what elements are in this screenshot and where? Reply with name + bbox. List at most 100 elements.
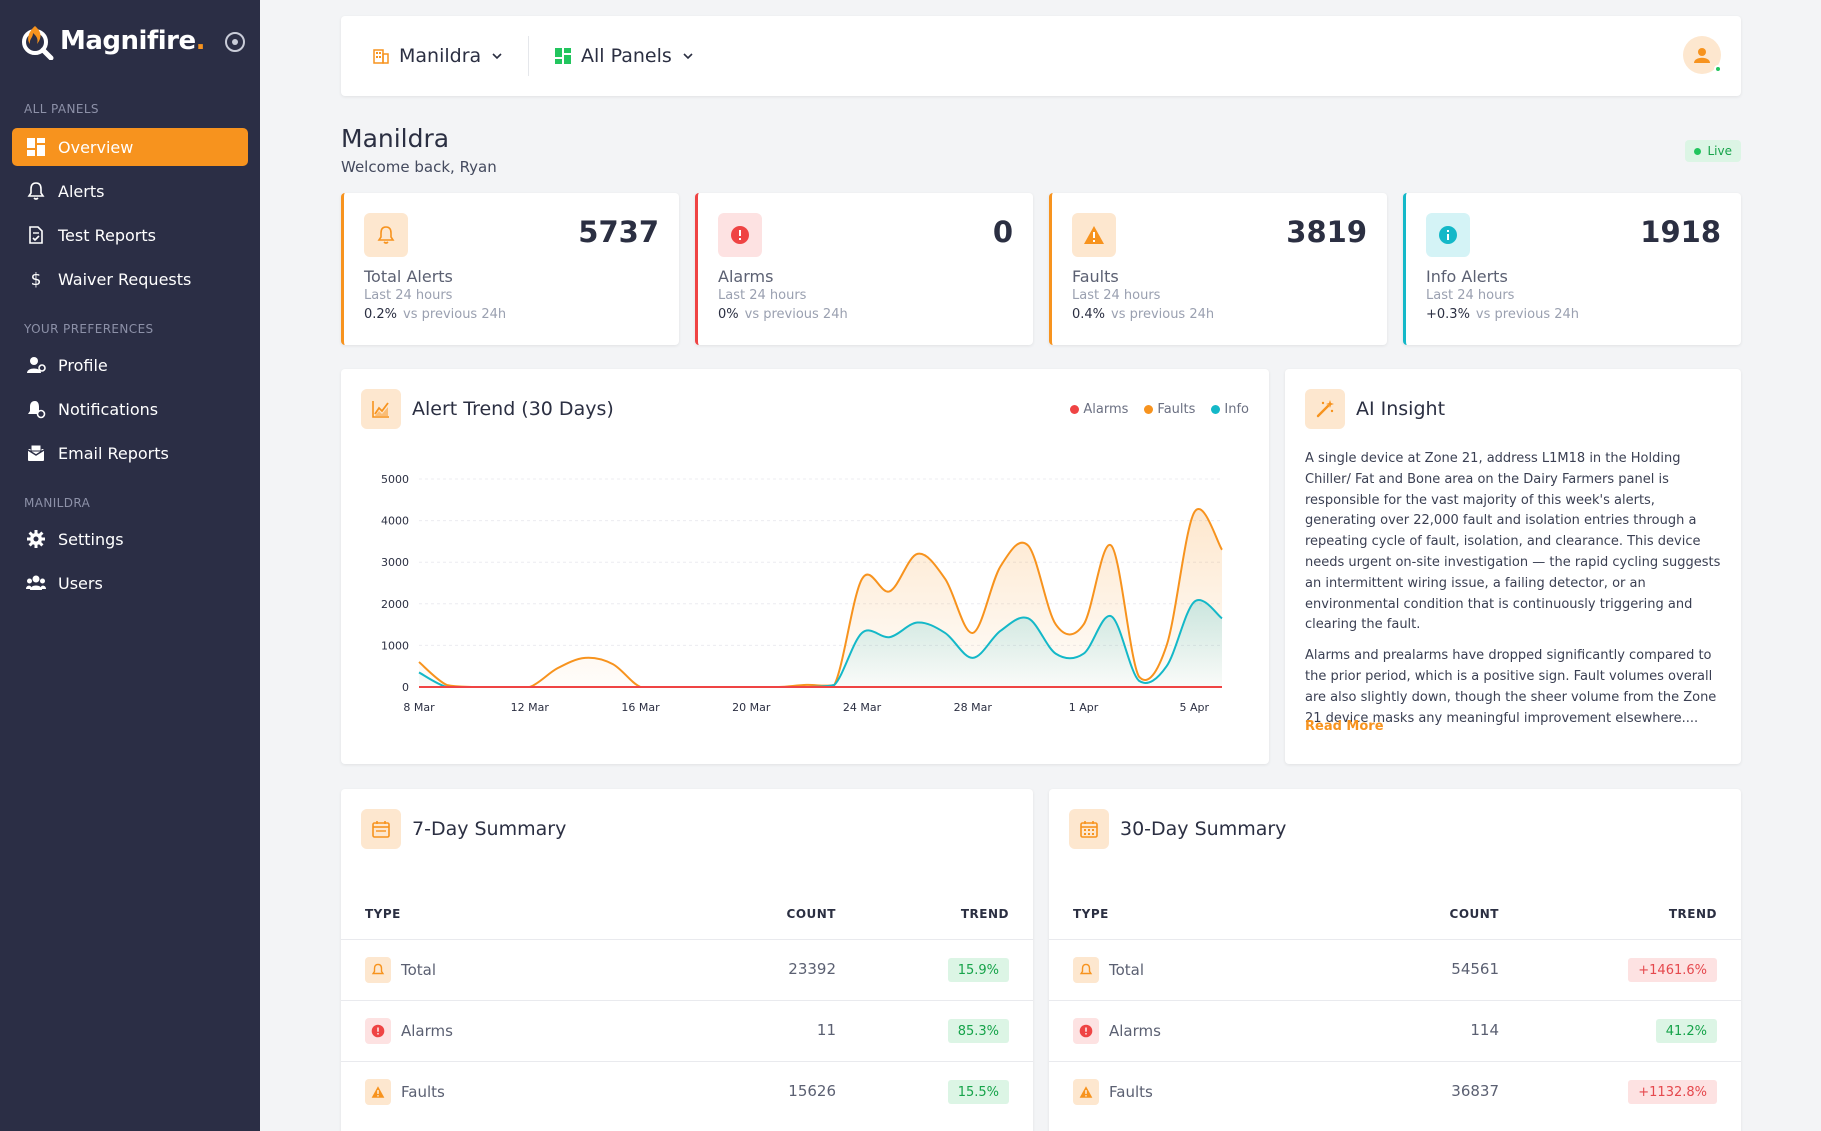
row-count: 114 xyxy=(1470,1021,1499,1039)
nav-section-preferences: YOUR PREFERENCES xyxy=(24,322,154,336)
stat-change: 0.2% vs previous 24h xyxy=(364,307,507,322)
stat-label: Info Alerts xyxy=(1426,267,1508,286)
grid-icon xyxy=(26,137,46,157)
table-row[interactable]: Faults 36837 +1132.8% xyxy=(1049,1061,1741,1122)
stat-card-info-alerts[interactable]: 1918 Info Alerts Last 24 hours +0.3% vs p… xyxy=(1403,193,1741,345)
column-header-count: COUNT xyxy=(1449,907,1499,921)
sidebar-item-label: Email Reports xyxy=(58,443,169,463)
sidebar-item-alerts[interactable]: Alerts xyxy=(12,172,248,210)
x-tick-label: 1 Apr xyxy=(1069,701,1099,714)
y-tick-label: 5000 xyxy=(381,473,409,486)
sidebar-item-test-reports[interactable]: Test Reports xyxy=(12,216,248,254)
stat-value: 5737 xyxy=(578,215,659,249)
summary-30-day-panel: 30-Day Summary TYPE COUNT TREND Total 54… xyxy=(1049,789,1741,1131)
bell-icon xyxy=(364,213,408,257)
legend-item-info[interactable]: Info xyxy=(1211,402,1249,417)
sidebar-item-label: Test Reports xyxy=(58,225,156,245)
row-count: 11 xyxy=(816,1021,836,1039)
ai-insight-paragraph: Alarms and prealarms have dropped signif… xyxy=(1305,648,1717,726)
row-type-label: Alarms xyxy=(1109,1022,1161,1040)
ai-insight-text: A single device at Zone 21, address L1M1… xyxy=(1305,449,1725,739)
sidebar-item-label: Profile xyxy=(58,355,108,375)
x-tick-label: 5 Apr xyxy=(1180,701,1210,714)
envelope-icon xyxy=(26,443,46,463)
y-tick-label: 0 xyxy=(402,681,409,694)
document-check-icon xyxy=(26,225,46,245)
stat-label: Total Alerts xyxy=(364,267,453,286)
alert-circle-icon xyxy=(718,213,762,257)
sidebar-item-users[interactable]: Users xyxy=(12,564,248,602)
magic-wand-icon xyxy=(1305,389,1345,429)
row-type-label: Total xyxy=(401,961,437,979)
table-row[interactable]: Total 23392 15.9% xyxy=(341,939,1033,1000)
stat-label: Faults xyxy=(1072,267,1119,286)
info-icon xyxy=(1426,213,1470,257)
read-more-link[interactable]: Read More xyxy=(1305,719,1384,734)
row-type-label: Faults xyxy=(1109,1083,1153,1101)
row-count: 23392 xyxy=(788,960,836,978)
panels-grid-icon xyxy=(555,48,571,64)
panel-title: AI Insight xyxy=(1356,398,1446,420)
brand-logo[interactable]: Magnifire. xyxy=(20,22,206,60)
ai-insight-paragraph: A single device at Zone 21, address L1M1… xyxy=(1305,451,1721,633)
row-type: Faults xyxy=(1073,1079,1153,1105)
y-tick-label: 1000 xyxy=(381,639,409,652)
sidebar-item-waiver-requests[interactable]: $ Waiver Requests xyxy=(12,260,248,298)
legend-item-faults[interactable]: Faults xyxy=(1144,402,1195,417)
legend-item-alarms[interactable]: Alarms xyxy=(1070,402,1128,417)
y-tick-label: 4000 xyxy=(381,515,409,528)
summary-7-day-panel: 7-Day Summary TYPE COUNT TREND Total 233… xyxy=(341,789,1033,1131)
stat-change: 0% vs previous 24h xyxy=(718,307,848,322)
panel-title: Alert Trend (30 Days) xyxy=(412,398,614,420)
sidebar-collapse-icon[interactable] xyxy=(225,32,245,52)
trend-badge: 15.5% xyxy=(947,1080,1009,1104)
ai-insight-panel: AI Insight A single device at Zone 21, a… xyxy=(1285,369,1741,764)
chevron-down-icon xyxy=(683,53,693,60)
x-tick-label: 20 Mar xyxy=(732,701,771,714)
user-avatar[interactable] xyxy=(1683,36,1722,74)
row-count: 36837 xyxy=(1451,1082,1499,1100)
row-type: Total xyxy=(1073,957,1144,983)
stat-value: 0 xyxy=(992,215,1013,249)
table-row[interactable]: Alarms 114 41.2% xyxy=(1049,1000,1741,1061)
stat-period: Last 24 hours xyxy=(1426,288,1515,303)
sidebar-item-label: Users xyxy=(58,573,103,593)
table-row[interactable]: Alarms 11 85.3% xyxy=(341,1000,1033,1061)
stat-card-alarms[interactable]: 0 Alarms Last 24 hours 0% vs previous 24h xyxy=(695,193,1033,345)
x-tick-label: 28 Mar xyxy=(954,701,993,714)
row-type: Alarms xyxy=(365,1018,453,1044)
y-tick-label: 2000 xyxy=(381,598,409,611)
sidebar-item-notifications[interactable]: Notifications xyxy=(12,390,248,428)
sidebar-item-label: Waiver Requests xyxy=(58,269,192,289)
live-label: Live xyxy=(1707,144,1732,158)
users-icon xyxy=(26,573,46,593)
column-header-type: TYPE xyxy=(1073,907,1109,921)
live-status-badge: Live xyxy=(1685,140,1741,162)
column-header-type: TYPE xyxy=(365,907,401,921)
table-row[interactable]: Total 54561 +1461.6% xyxy=(1049,939,1741,1000)
row-type-label: Total xyxy=(1109,961,1145,979)
panels-selector-label: All Panels xyxy=(581,45,672,67)
stat-change: 0.4% vs previous 24h xyxy=(1072,307,1215,322)
sidebar: Magnifire. ALL PANELS Overview Alerts Te… xyxy=(0,0,260,1131)
trend-badge: 15.9% xyxy=(947,958,1009,982)
site-selector[interactable]: Manildra xyxy=(373,16,503,96)
gear-icon xyxy=(26,529,46,549)
user-cog-icon xyxy=(26,355,46,375)
stat-card-total-alerts[interactable]: 5737 Total Alerts Last 24 hours 0.2% vs p… xyxy=(341,193,679,345)
sidebar-item-email-reports[interactable]: Email Reports xyxy=(12,434,248,472)
flame-magnifier-icon xyxy=(22,26,54,60)
stat-period: Last 24 hours xyxy=(718,288,807,303)
sidebar-item-overview[interactable]: Overview xyxy=(12,128,248,166)
sidebar-item-profile[interactable]: Profile xyxy=(12,346,248,384)
trend-badge: +1132.8% xyxy=(1628,1080,1717,1104)
dollar-icon: $ xyxy=(26,269,46,289)
panels-selector[interactable]: All Panels xyxy=(555,16,694,96)
stat-card-faults[interactable]: 3819 Faults Last 24 hours 0.4% vs previou… xyxy=(1049,193,1387,345)
panel-title: 30-Day Summary xyxy=(1120,818,1287,840)
live-dot xyxy=(1694,147,1702,155)
y-tick-label: 3000 xyxy=(381,556,409,569)
sidebar-item-settings[interactable]: Settings xyxy=(12,520,248,558)
trend-badge: +1461.6% xyxy=(1628,958,1717,982)
table-row[interactable]: Faults 15626 15.5% xyxy=(341,1061,1033,1122)
